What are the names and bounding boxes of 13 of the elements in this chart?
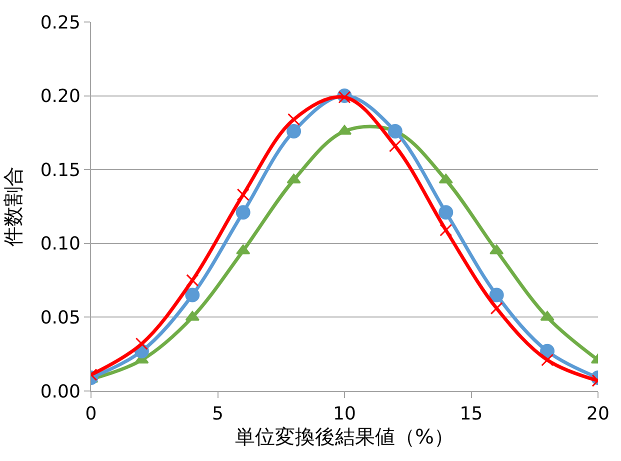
y-tick-label: 0.00 [40, 381, 80, 402]
x-tick-label: 20 [586, 404, 610, 425]
x-tick-label: 15 [460, 404, 483, 425]
y-tick-label: 0.25 [40, 12, 80, 34]
y-axis-title: 件数割合 [0, 166, 25, 246]
y-tick-label: 0.10 [40, 234, 80, 255]
y-tick-label: 0.20 [40, 86, 80, 108]
y-tick-label: 0.15 [40, 160, 80, 181]
x-axis-title: 単位変換後結果値（%） [234, 424, 454, 449]
y-tick-label: 0.05 [40, 308, 80, 328]
x-tick-label: 10 [333, 404, 356, 425]
x-tick-label: 5 [212, 404, 224, 425]
x-tick-label: 0 [85, 404, 97, 425]
